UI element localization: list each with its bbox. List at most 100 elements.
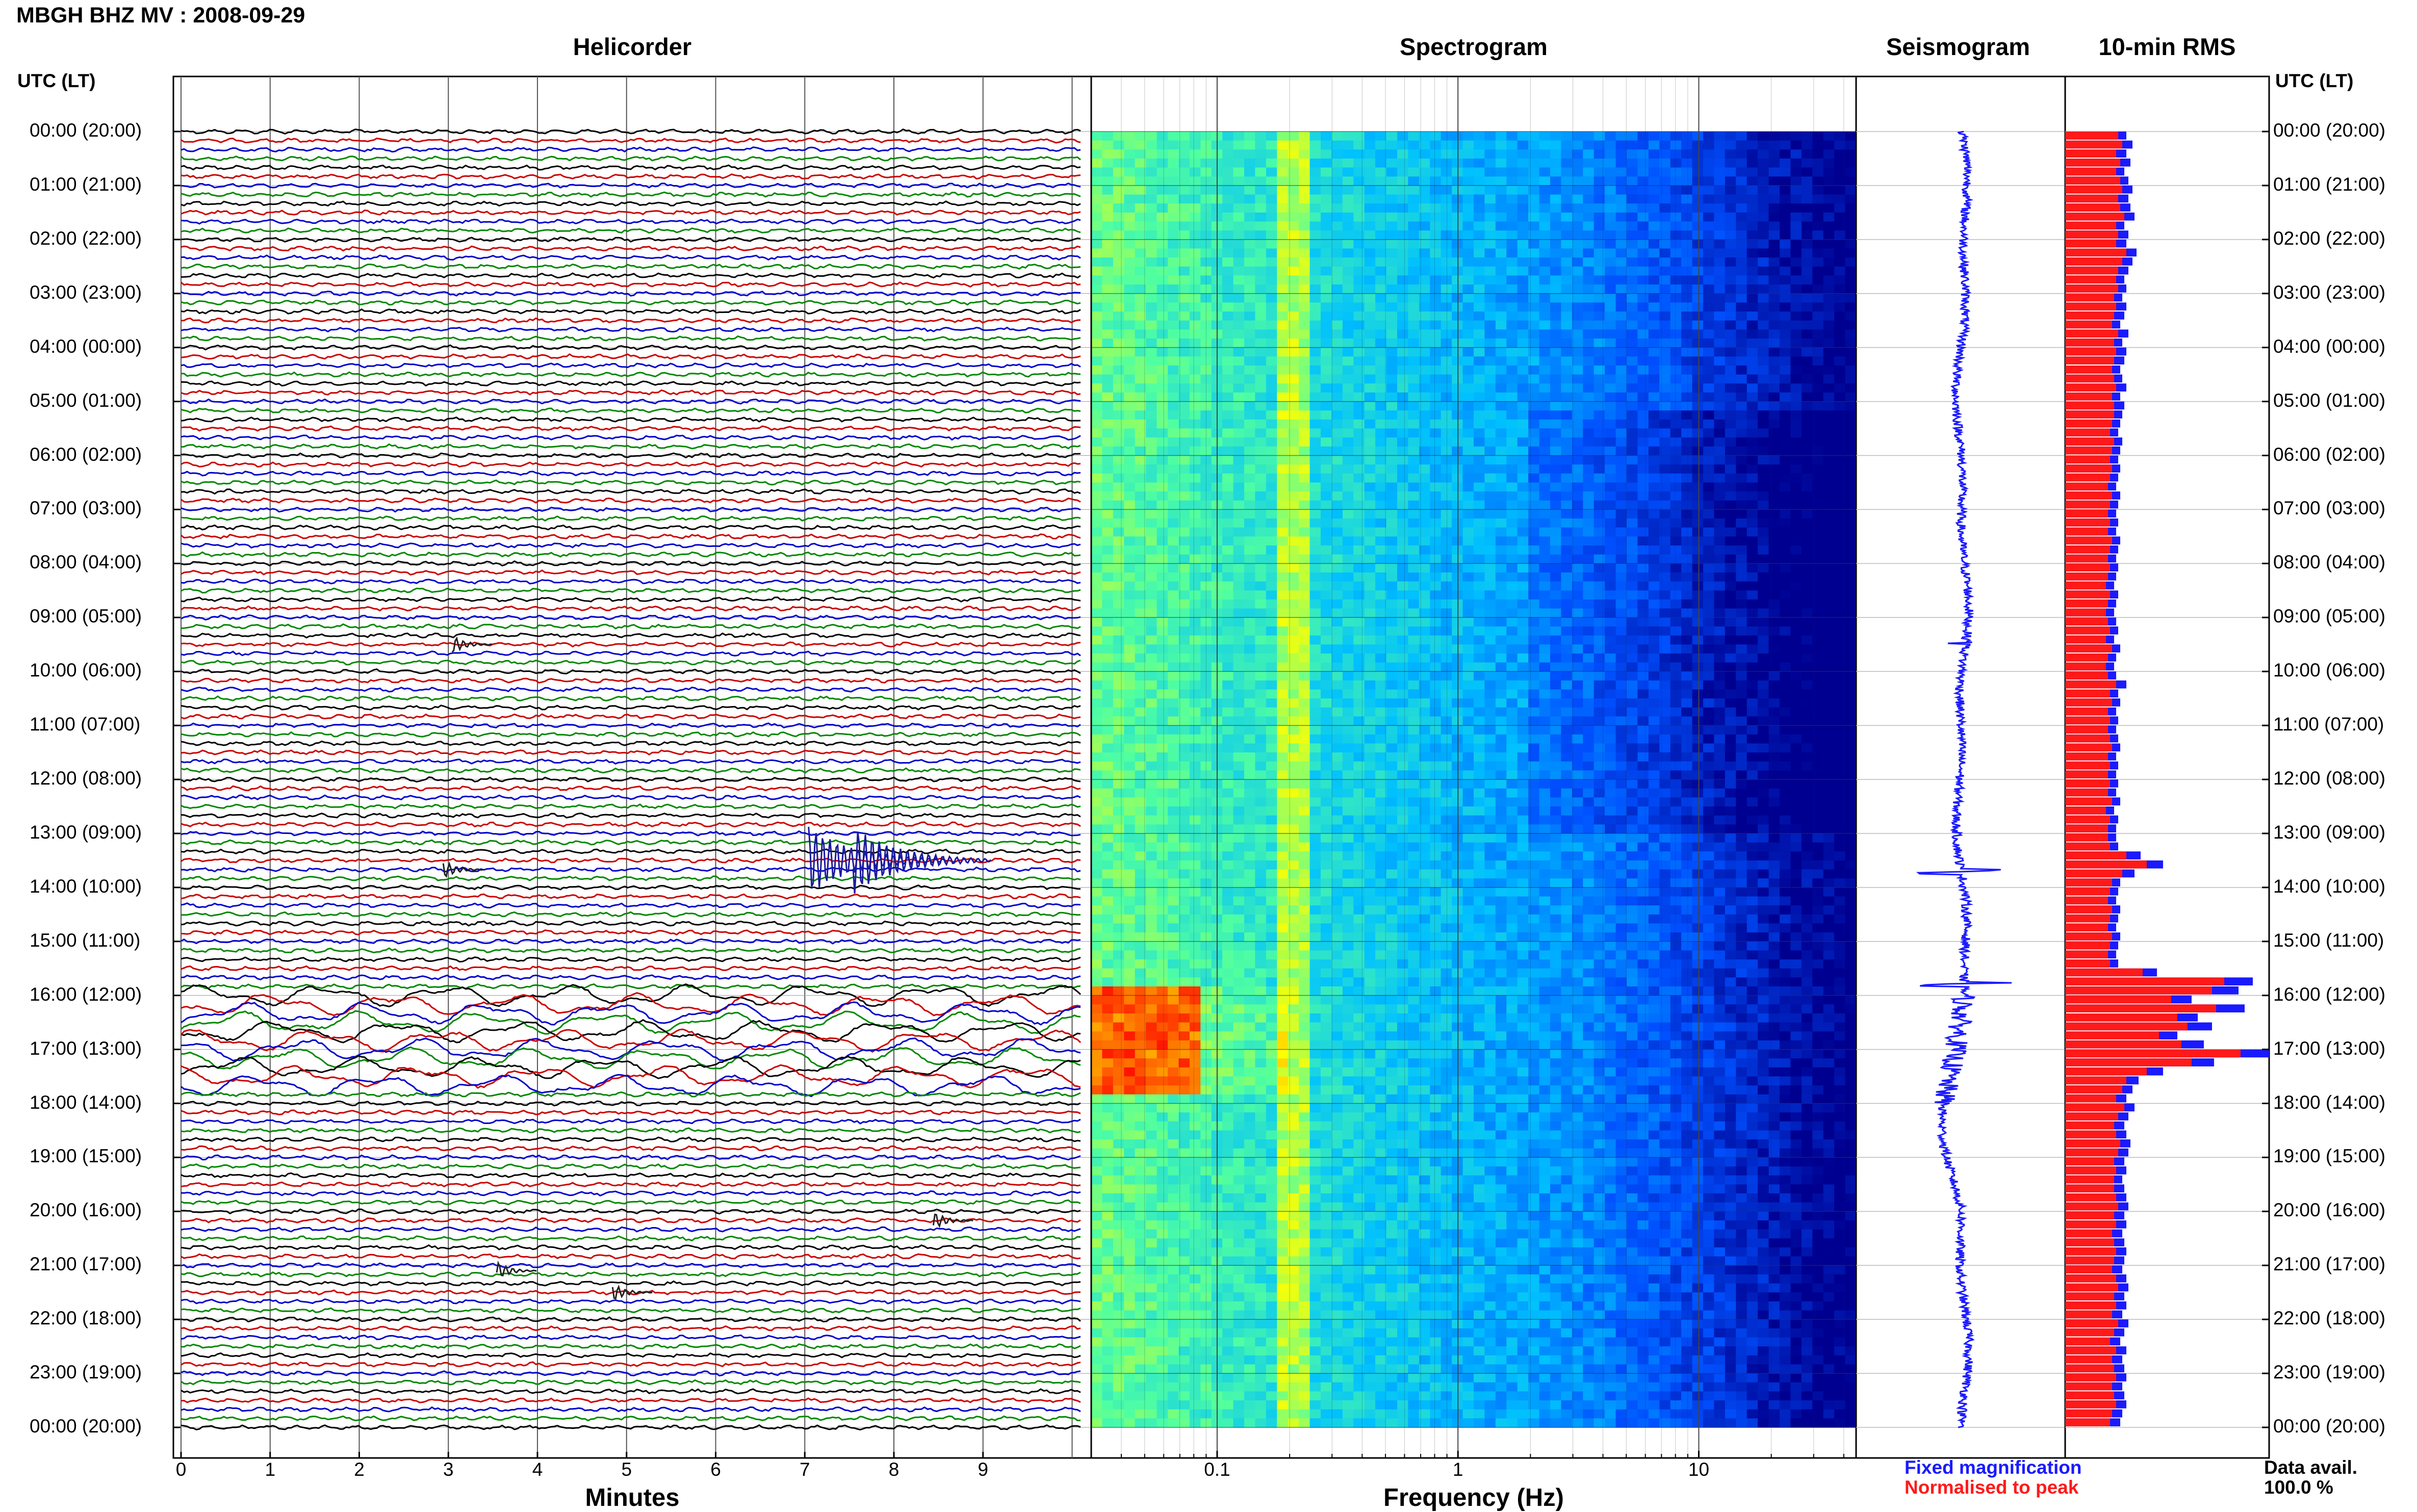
spectrogram-cell [1463,572,1474,582]
spectrogram-cell [1703,284,1714,294]
spectrogram-cell [1190,599,1201,609]
spectrogram-cell [1649,617,1660,627]
spectrogram-cell [1277,617,1288,627]
spectrogram-cell [1168,356,1179,366]
spectrogram-cell [1157,627,1168,636]
spectrogram-cell [1747,213,1758,222]
spectrogram-cell [1331,383,1343,393]
spectrogram-cell [1178,708,1190,717]
spectrogram-cell [1616,410,1627,420]
spectrogram-cell [1780,545,1791,555]
spectrogram-cell [1113,257,1124,267]
spectrogram-cell [1561,402,1572,411]
spectrogram-cell [1255,284,1266,294]
spectrogram-cell [1343,599,1354,609]
spectrogram-cell [1758,213,1769,222]
spectrogram-cell [1659,599,1670,609]
spectrogram-cell [1649,518,1660,528]
spectrogram-cell [1725,555,1736,564]
spectrogram-cell [1102,159,1113,168]
spectrogram-cell [1146,636,1157,645]
spectrogram-cell [1474,464,1485,474]
spectrogram-cell [1616,348,1627,357]
spectrogram-cell [1528,267,1539,276]
spectrogram-cell [1321,545,1332,555]
spectrogram-cell [1659,375,1670,384]
spectrogram-cell [1353,294,1365,303]
spectrogram-cell [1528,725,1539,735]
spectrogram-cell [1572,294,1583,303]
spectrogram-cell [1474,132,1485,141]
spectrogram-cell [1310,636,1321,645]
spectrogram-cell [1605,321,1616,330]
spectrogram-cell [1703,735,1714,744]
spectrogram-cell [1321,528,1332,537]
spectrogram-cell [1255,383,1266,393]
spectrogram-cell [1659,348,1670,357]
spectrogram-cell [1637,284,1649,294]
spectrogram-cell [1550,356,1561,366]
spectrogram-cell [1594,311,1605,321]
spectrogram-cell [1365,230,1376,240]
spectrogram-cell [1539,302,1551,311]
spectrogram-cell [1539,518,1551,528]
spectrogram-cell [1802,195,1813,204]
spectrogram-cell [1408,267,1419,276]
spectrogram-cell [1321,644,1332,654]
spectrogram-cell [1550,474,1561,483]
spectrogram-cell [1561,132,1572,141]
spectrogram-cell [1474,203,1485,213]
spectrogram-cell [1845,474,1857,483]
spectrogram-cell [1506,348,1518,357]
spectrogram-cell [1168,302,1179,311]
spectrogram-cell [1408,383,1419,393]
spectrogram-cell [1714,447,1725,456]
spectrogram-cell [1321,275,1332,284]
spectrogram-cell [1572,222,1583,231]
spectrogram-cell [1605,294,1616,303]
spectrogram-cell [1561,222,1572,231]
spectrogram-cell [1594,491,1605,501]
spectrogram-cell [1616,402,1627,411]
spectrogram-cell [1572,420,1583,429]
spectrogram-cell [1233,491,1245,501]
spectrogram-cell [1375,338,1386,348]
spectrogram-cell [1496,257,1507,267]
spectrogram-cell [1233,590,1245,599]
spectrogram-cell [1353,213,1365,222]
spectrogram-cell [1561,572,1572,582]
spectrogram-cell [1758,636,1769,645]
spectrogram-cell [1681,509,1692,518]
spectrogram-cell [1637,545,1649,555]
spectrogram-cell [1714,159,1725,168]
spectrogram-cell [1365,402,1376,411]
spectrogram-cell [1408,132,1419,141]
spectrogram-cell [1703,617,1714,627]
spectrogram-cell [1594,555,1605,564]
spectrogram-cell [1703,230,1714,240]
spectrogram-cell [1124,168,1135,177]
spectrogram-cell [1233,644,1245,654]
spectrogram-cell [1233,636,1245,645]
spectrogram-cell [1365,491,1376,501]
spectrogram-cell [1299,366,1310,375]
spectrogram-cell [1266,464,1277,474]
spectrogram-cell [1649,572,1660,582]
spectrogram-cell [1452,230,1463,240]
spectrogram-cell [1255,393,1266,402]
spectrogram-cell [1277,698,1288,708]
spectrogram-cell [1190,249,1201,258]
spectrogram-cell [1550,708,1561,717]
spectrogram-cell [1484,456,1496,465]
spectrogram-cell [1539,429,1551,438]
spectrogram-cell [1583,168,1594,177]
spectrogram-cell [1518,311,1529,321]
spectrogram-cell [1408,599,1419,609]
spectrogram-cell [1736,311,1747,321]
spectrogram-cell [1474,311,1485,321]
spectrogram-cell [1474,186,1485,195]
spectrogram-cell [1802,644,1813,654]
spectrogram-cell [1321,420,1332,429]
spectrogram-cell [1496,528,1507,537]
spectrogram-cell [1266,410,1277,420]
